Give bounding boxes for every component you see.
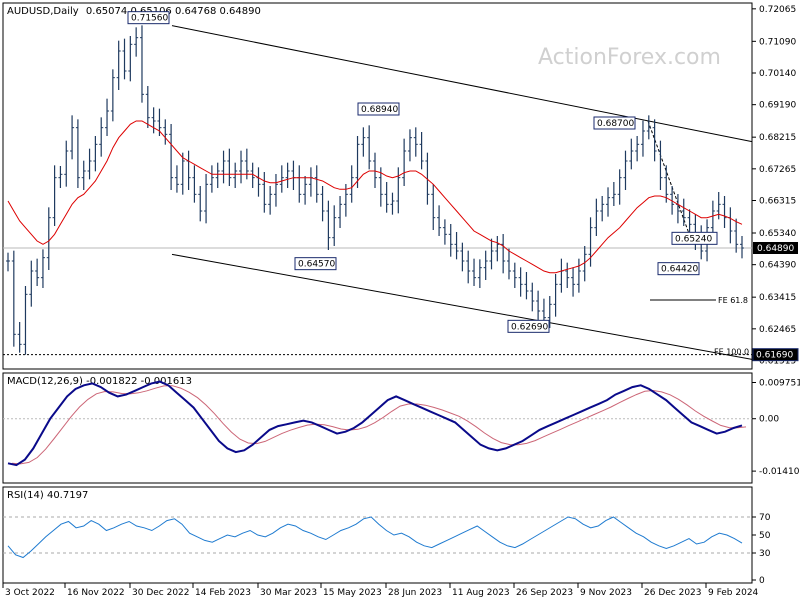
x-tick-label: 28 Jun 2023	[388, 588, 442, 598]
x-tick-label: 26 Dec 2023	[644, 588, 702, 598]
price-y-tick-label: 0.62465	[759, 325, 796, 335]
channel-upper-line	[171, 25, 753, 143]
level-label: 0.61690	[756, 351, 793, 361]
level-box	[127, 11, 170, 25]
level-label: 0.62690	[511, 322, 548, 332]
price-y-tick-label: 0.66315	[759, 197, 796, 207]
x-tick-label: 30 Dec 2022	[132, 588, 190, 598]
price-y-tick-label: 0.70140	[759, 69, 796, 79]
level-box	[294, 257, 337, 271]
price-y-axis: 0.72065 0.71090 0.70140 0.69190 0.68215 0.672…	[752, 5, 798, 367]
price-y-tick-label: 0.64390	[759, 261, 796, 271]
rsi-y-tick-label: 30	[759, 549, 771, 559]
level-box	[507, 319, 550, 333]
level-label: 0.64420	[661, 265, 698, 275]
x-tick-label: 16 Nov 2022	[67, 588, 125, 598]
fib-label: FE 100.0	[714, 348, 749, 357]
level-label: 0.64570	[298, 260, 335, 270]
macd-panel-frame	[2, 372, 753, 484]
price-y-tick-label: 0.67265	[759, 165, 796, 175]
rsi-y-tick-label: 0	[759, 576, 765, 586]
x-tick-label: 15 May 2023	[323, 588, 382, 598]
rsi-panel-frame	[2, 486, 753, 584]
current-price-label: 0.64890	[757, 244, 794, 254]
level-box	[593, 116, 636, 130]
price-y-tick-label: 0.68215	[759, 133, 796, 143]
price-y-tick-label: 0.61515	[759, 357, 796, 367]
x-tick-label: 14 Feb 2023	[195, 588, 251, 598]
rsi-y-axis: 70 50 30 0	[3, 513, 771, 586]
x-tick-label: 30 Mar 2023	[260, 588, 317, 598]
level-box	[357, 102, 400, 116]
level-label: 0.68700	[597, 119, 634, 129]
price-annotations: 0.71560 0.68940 0.68700 0.64570 0.62690 0.652…	[127, 11, 799, 362]
macd-line	[7, 380, 743, 467]
channel-lower-line	[171, 253, 753, 360]
price-y-tick-label: 0.63415	[759, 293, 796, 303]
macd-title: MACD(12,26,9) -0.001822 -0.001613	[7, 376, 192, 387]
level-label: 0.65240	[675, 234, 712, 244]
macd-signal-line	[11, 385, 747, 465]
x-tick-label: 3 Oct 2022	[5, 588, 55, 598]
watermark: ActionForex.com	[538, 45, 721, 70]
level-box	[752, 348, 799, 362]
macd-y-tick-label: 0.00	[759, 415, 779, 425]
x-tick-label: 9 Nov 2023	[580, 588, 632, 598]
fib-label: FE 61.8	[718, 296, 748, 305]
rsi-y-tick-label: 50	[759, 531, 771, 541]
rsi-y-tick-label: 70	[759, 513, 771, 523]
price-y-tick-label: 0.69190	[759, 101, 796, 111]
rsi-line	[7, 516, 743, 559]
macd-y-tick-label: 0.009751	[759, 378, 800, 388]
level-label: 0.68940	[361, 105, 398, 115]
price-y-tick-label: 0.71090	[759, 37, 796, 47]
rsi-title: RSI(14) 40.7197	[7, 490, 88, 501]
moving-average-line	[7, 120, 743, 274]
price-panel-frame	[2, 2, 753, 370]
x-tick-label: 9 Feb 2024	[708, 588, 759, 598]
price-y-tick-label: 0.72065	[759, 5, 796, 15]
level-label: 0.71560	[131, 14, 168, 24]
price-title: AUDUSD,Daily 0.65074 0.65106 0.64768 0.6…	[7, 6, 261, 17]
x-axis: 3 Oct 2022 16 Nov 2022 30 Dec 2022 14 Feb 2…	[2, 583, 759, 598]
current-price-box	[753, 242, 798, 254]
level-box	[657, 262, 700, 276]
x-tick-label: 11 Aug 2023	[452, 588, 510, 598]
price-y-tick-label: 0.65340	[759, 229, 796, 239]
level-box	[671, 231, 718, 245]
x-tick-label: 26 Sep 2023	[516, 588, 573, 598]
